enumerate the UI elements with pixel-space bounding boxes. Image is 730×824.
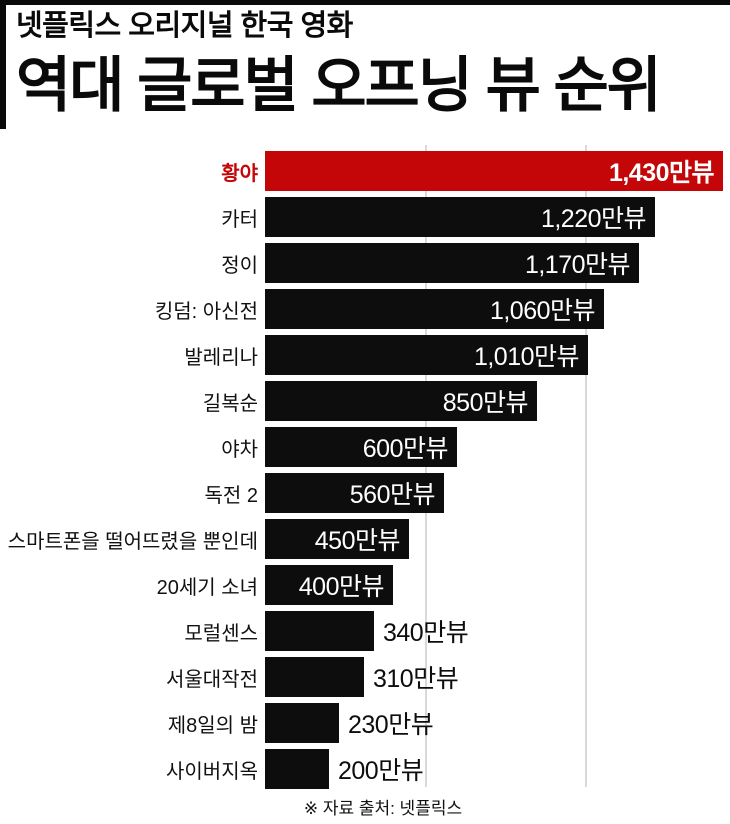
category-label: 사이버지옥: [166, 760, 258, 783]
value-label: 400만뷰: [298, 573, 385, 601]
value-label: 1,430만뷰: [608, 159, 715, 187]
value-label: 1,010만뷰: [473, 343, 580, 371]
category-label: 길복순: [202, 392, 258, 415]
chart-row: 스마트폰을 떨어뜨렸을 뿐인데 450만뷰: [0, 516, 730, 562]
value-bar: [265, 657, 364, 697]
chart-row: 킹덤: 아신전 1,060만뷰: [0, 286, 730, 332]
value-bar: 600만뷰: [265, 427, 457, 467]
source-note: ※ 자료 출처: 넷플릭스: [303, 799, 463, 818]
value-bar: [265, 611, 374, 651]
chart-row: 황야 1,430만뷰: [0, 148, 730, 194]
category-label: 카터: [221, 208, 258, 231]
left-accent-stripe: [0, 0, 6, 129]
chart-row: 제8일의 밤 230만뷰: [0, 700, 730, 746]
chart-row: 독전 2 560만뷰: [0, 470, 730, 516]
value-label: 310만뷰: [373, 665, 459, 693]
value-bar: 400만뷰: [265, 565, 393, 605]
value-bar: 450만뷰: [265, 519, 409, 559]
value-label: 230만뷰: [348, 711, 434, 739]
value-bar: 1,430만뷰: [265, 151, 723, 191]
value-bar: [265, 703, 339, 743]
value-label: 600만뷰: [362, 435, 449, 463]
value-bar: 1,220만뷰: [265, 197, 655, 237]
page-kicker: 넷플릭스 오리지널 한국 영화: [16, 10, 353, 42]
category-label: 발레리나: [184, 346, 258, 369]
category-label: 20세기 소녀: [156, 576, 258, 599]
category-label: 독전 2: [204, 484, 258, 507]
category-label: 스마트폰을 떨어뜨렸을 뿐인데: [7, 530, 258, 553]
chart-row: 서울대작전 310만뷰: [0, 654, 730, 700]
chart-row: 정이 1,170만뷰: [0, 240, 730, 286]
category-label: 정이: [221, 254, 258, 277]
gridline-1000: [585, 145, 587, 787]
category-label: 서울대작전: [166, 668, 258, 691]
value-label: 850만뷰: [442, 389, 529, 417]
category-label: 킹덤: 아신전: [154, 300, 258, 323]
chart-row: 사이버지옥 200만뷰: [0, 746, 730, 792]
value-bar: 1,010만뷰: [265, 335, 588, 375]
top-accent-bar: [0, 0, 730, 5]
chart-row: 야차 600만뷰: [0, 424, 730, 470]
value-bar: 1,060만뷰: [265, 289, 604, 329]
category-label: 제8일의 밤: [167, 714, 258, 737]
category-label: 야차: [221, 438, 258, 461]
category-label: 모럴센스: [184, 622, 258, 645]
chart-row: 발레리나 1,010만뷰: [0, 332, 730, 378]
value-label: 1,220만뷰: [540, 205, 647, 233]
category-label: 황야: [221, 162, 258, 185]
value-label: 1,170만뷰: [524, 251, 631, 279]
value-bar: 1,170만뷰: [265, 243, 639, 283]
chart-row: 카터 1,220만뷰: [0, 194, 730, 240]
value-label: 1,060만뷰: [489, 297, 596, 325]
value-label: 200만뷰: [338, 757, 424, 785]
page-title: 역대 글로벌 오프닝 뷰 순위: [16, 52, 662, 119]
value-bar: 850만뷰: [265, 381, 537, 421]
chart-row: 20세기 소녀 400만뷰: [0, 562, 730, 608]
value-label: 340만뷰: [383, 619, 469, 647]
header: 넷플릭스 오리지널 한국 영화 역대 글로벌 오프닝 뷰 순위: [16, 6, 726, 124]
value-bar: [265, 749, 329, 789]
value-label: 560만뷰: [349, 481, 436, 509]
chart-row: 길복순 850만뷰: [0, 378, 730, 424]
chart-row: 모럴센스 340만뷰: [0, 608, 730, 654]
value-label: 450만뷰: [314, 527, 401, 555]
value-bar: 560만뷰: [265, 473, 444, 513]
